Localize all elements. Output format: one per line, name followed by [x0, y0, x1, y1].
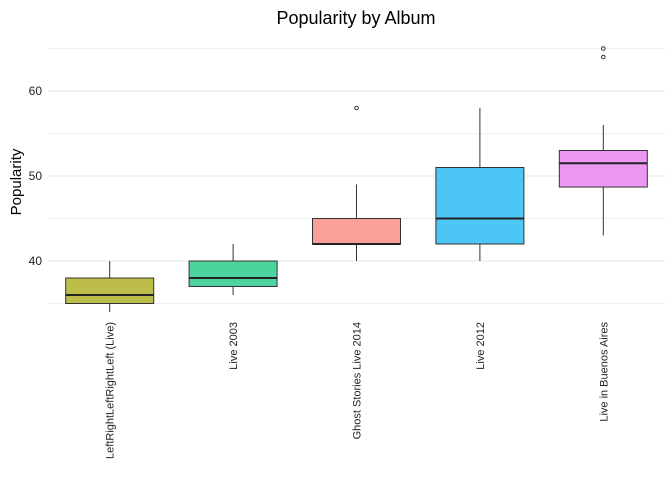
outlier-point — [601, 46, 606, 51]
y-tick-label: 60 — [29, 84, 43, 98]
outlier-point — [354, 105, 359, 111]
box-3 — [312, 105, 401, 261]
iqr-box — [558, 150, 648, 188]
outlier-point — [601, 54, 606, 60]
x-tick-label: LeftRightLeftRightLeft (Live) — [105, 322, 117, 459]
x-tick-label: Live 2012 — [475, 322, 487, 370]
iqr-box — [65, 277, 155, 304]
box-5 — [558, 46, 648, 236]
x-tick-label: Ghost Stories Live 2014 — [352, 322, 364, 439]
chart-title: Popularity by Album — [276, 8, 435, 28]
x-axis-ticks: LeftRightLeftRightLeft (Live) Live 2003 Gh… — [105, 322, 611, 459]
y-axis-ticks: 40 50 60 — [29, 84, 43, 268]
x-tick-label: Live 2003 — [228, 322, 240, 370]
y-tick-label: 50 — [29, 169, 43, 183]
box-2 — [188, 244, 278, 295]
iqr-box — [312, 218, 401, 245]
y-tick-label: 40 — [29, 254, 43, 268]
y-axis-label: Popularity — [8, 148, 25, 215]
box-1 — [65, 261, 155, 312]
iqr-box — [435, 167, 525, 245]
iqr-box — [188, 260, 278, 287]
x-tick-label: Live in Buenos Aires — [598, 322, 610, 422]
boxes — [65, 46, 648, 312]
box-4 — [435, 108, 525, 261]
